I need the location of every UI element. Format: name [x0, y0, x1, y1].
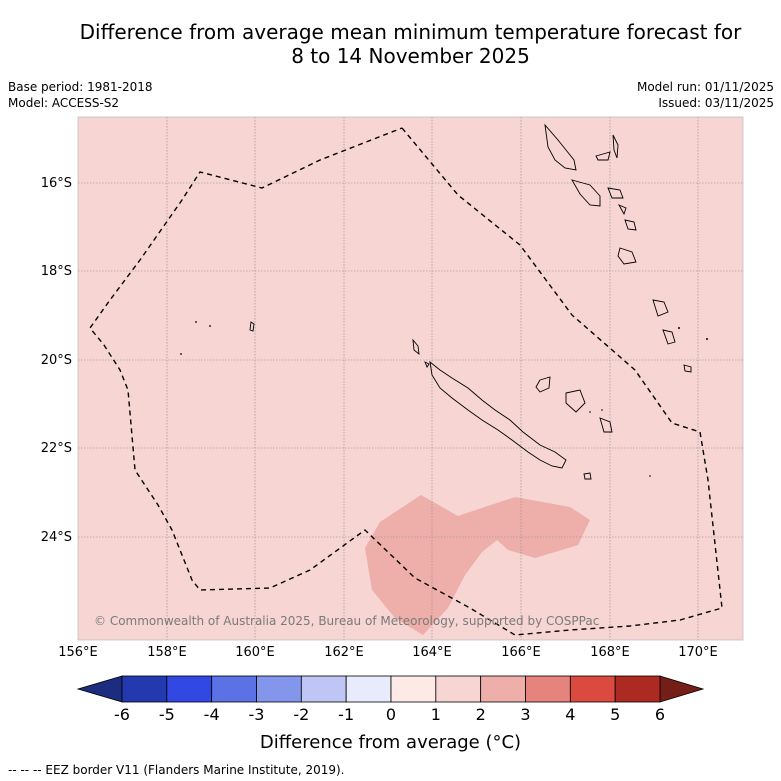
lon-label-170e: 170°E: [678, 645, 718, 660]
lat-label-16s: 16°S: [40, 176, 72, 191]
eez-legend-footer: -- -- -- EEZ border V11 (Flanders Marine…: [8, 763, 345, 777]
coastlines: [249, 123, 692, 480]
title-line-2: 8 to 14 November 2025: [291, 44, 530, 68]
colorbar-right-arrow: [659, 675, 705, 703]
colorbar-segment: [121, 675, 168, 703]
title-line-1: Difference from average mean minimum tem…: [79, 20, 742, 44]
colorbar: [76, 675, 705, 703]
colorbar-tick-label: 6: [654, 705, 666, 724]
map-frame: [77, 116, 744, 641]
lat-label-18s: 18°S: [40, 264, 72, 279]
copyright-notice: © Commonwealth of Australia 2025, Bureau…: [94, 614, 600, 628]
colorbar-tick-label: 5: [610, 705, 621, 724]
lat-label-24s: 24°S: [40, 530, 72, 545]
chart-title: Difference from average mean minimum tem…: [0, 20, 781, 68]
model-name: Model: ACCESS-S2: [8, 96, 120, 110]
gridlines: [78, 117, 743, 640]
model-run: Model run: 01/11/2025: [636, 80, 774, 94]
colorbar-segment: [300, 675, 347, 703]
colorbar-segment: [614, 675, 661, 703]
colorbar-tick-label: 1: [430, 705, 441, 724]
colorbar-segment: [345, 675, 392, 703]
colorbar-segment: [480, 675, 526, 703]
eez-border: [89, 127, 723, 636]
colorbar-tick-label: -2: [293, 705, 310, 724]
colorbar-label: Difference from average (°C): [259, 732, 522, 753]
anomaly-patch: [365, 495, 590, 635]
colorbar-tick-label: 2: [475, 705, 486, 724]
colorbar-tick-label: -1: [338, 705, 355, 724]
colorbar-segment: [211, 675, 257, 703]
colorbar-tick-label: 3: [520, 705, 531, 724]
colorbar-left-arrow: [76, 675, 123, 703]
colorbar-tick-label: -6: [114, 705, 130, 724]
lat-label-20s: 20°S: [40, 353, 72, 368]
lon-label-164e: 164°E: [412, 645, 452, 660]
new-caledonia-coast: [429, 360, 567, 469]
colorbar-tick-label: 0: [385, 705, 397, 724]
colorbar-segment: [166, 675, 213, 703]
lon-label-160e: 160°E: [235, 645, 275, 660]
lon-label-156e: 156°E: [58, 645, 98, 660]
meta-right: Model run: 01/11/2025 Issued: 03/11/2025: [637, 79, 774, 111]
lon-label-162e: 162°E: [324, 645, 364, 660]
colorbar-segment: [435, 675, 482, 703]
lat-label-22s: 22°S: [40, 441, 72, 456]
colorbar-segment: [390, 675, 437, 703]
lon-label-168e: 168°E: [590, 645, 630, 660]
lon-label-158e: 158°E: [147, 645, 187, 660]
lon-label-166e: 166°E: [501, 645, 541, 660]
colorbar-tick-label: 4: [565, 705, 576, 724]
meta-left: Base period: 1981-2018 Model: ACCESS-S2: [8, 79, 153, 111]
small-islands: [180, 321, 708, 477]
colorbar-tick-label: -3: [248, 705, 265, 724]
colorbar-tick-label: -4: [203, 705, 220, 724]
colorbar-segment: [256, 675, 302, 703]
issued-date: Issued: 03/11/2025: [658, 96, 774, 110]
colorbar-tick-label: -5: [158, 705, 175, 724]
colorbar-segment: [569, 675, 616, 703]
colorbar-segment: [525, 675, 571, 703]
base-period: Base period: 1981-2018: [8, 80, 153, 94]
